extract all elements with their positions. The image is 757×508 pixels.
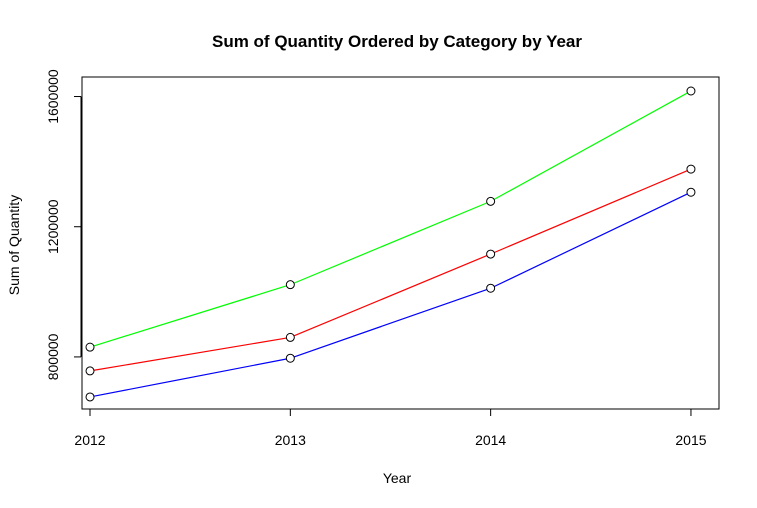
data-point [686, 187, 696, 197]
series-line-segment [493, 92, 688, 200]
series-line-segment [293, 202, 488, 284]
data-point [85, 342, 95, 352]
data-point [85, 366, 95, 376]
y-axis: 800000 1200000 1600000 [45, 69, 82, 380]
data-point [285, 332, 295, 342]
series-line-segment [293, 255, 488, 337]
data-point [486, 196, 496, 206]
series-1 [85, 86, 696, 352]
series-layer [85, 86, 696, 402]
data-point [285, 353, 295, 363]
series-line-segment [293, 288, 488, 358]
y-tick-label: 800000 [45, 333, 61, 380]
series-line-segment [93, 285, 287, 347]
x-axis: 2012 2013 2014 2015 [74, 408, 707, 448]
series-line-segment [494, 170, 688, 254]
series-2 [85, 164, 696, 376]
x-axis-label: Year [383, 470, 412, 486]
series-line-segment [93, 358, 287, 397]
data-point [686, 86, 696, 96]
data-point [686, 164, 696, 174]
data-point [285, 280, 295, 290]
plot-frame [81, 76, 720, 410]
data-point [486, 283, 496, 293]
x-tick-label: 2014 [475, 432, 506, 448]
series-3 [85, 187, 696, 402]
y-axis-label: Sum of Quantity [6, 195, 22, 295]
chart-title: Sum of Quantity Ordered by Category by Y… [212, 32, 582, 51]
data-point [486, 249, 496, 259]
data-point [85, 392, 95, 402]
x-tick-label: 2012 [74, 432, 105, 448]
series-line-segment [493, 193, 688, 288]
y-tick-label: 1600000 [45, 69, 61, 124]
y-tick-label: 1200000 [45, 199, 61, 254]
series-line-segment [93, 337, 287, 371]
x-tick-label: 2015 [675, 432, 706, 448]
x-tick-label: 2013 [275, 432, 306, 448]
